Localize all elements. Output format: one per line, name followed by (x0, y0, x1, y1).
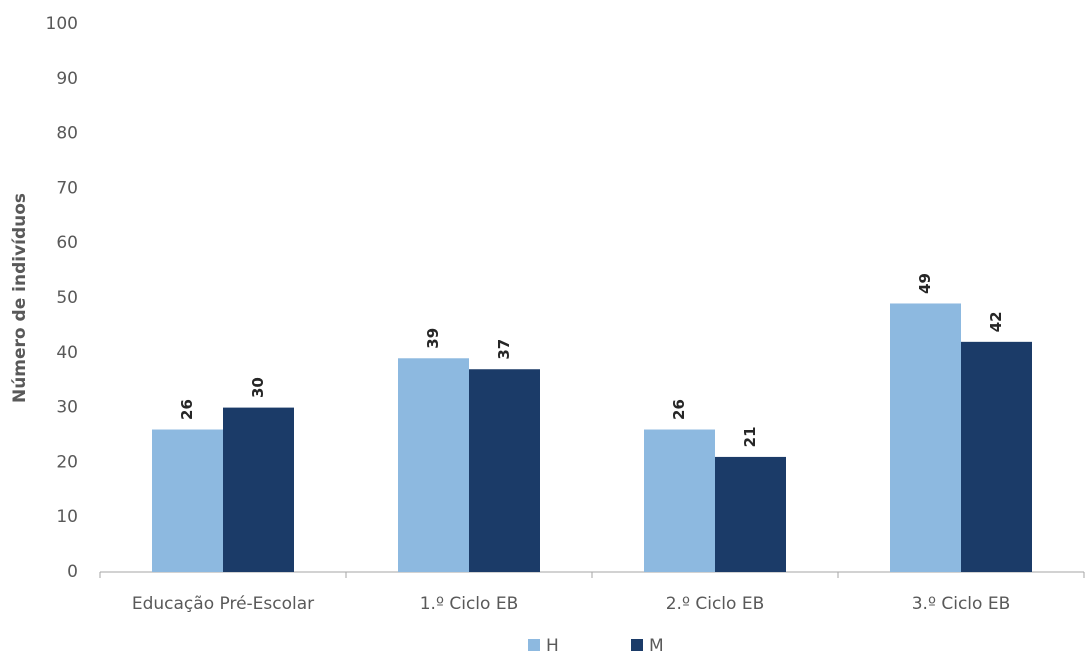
value-label: 26 (670, 399, 688, 420)
y-tick-label: 70 (56, 178, 78, 198)
y-tick-label: 90 (56, 69, 78, 89)
x-tick-label: 3.º Ciclo EB (912, 594, 1011, 614)
value-label: 49 (916, 273, 934, 294)
y-tick-label: 30 (56, 398, 78, 418)
legend-swatch (631, 639, 643, 651)
bar (890, 303, 961, 572)
bar (961, 341, 1032, 572)
x-tick-label: 2.º Ciclo EB (666, 594, 765, 614)
value-label: 37 (495, 339, 513, 360)
y-tick-label: 10 (56, 507, 78, 527)
value-label: 39 (424, 328, 442, 349)
value-label: 42 (987, 311, 1005, 332)
y-tick-label: 80 (56, 124, 78, 144)
y-tick-label: 0 (67, 562, 78, 582)
legend-swatch (528, 639, 540, 651)
y-tick-label: 60 (56, 233, 78, 253)
y-tick-label: 40 (56, 343, 78, 363)
x-tick-label: 1.º Ciclo EB (420, 594, 519, 614)
value-label: 26 (178, 399, 196, 420)
bar (469, 369, 540, 572)
y-tick-label: 50 (56, 288, 78, 308)
y-tick-label: 20 (56, 452, 78, 472)
bar (644, 429, 715, 572)
bar (152, 429, 223, 572)
value-label: 30 (249, 377, 267, 398)
y-tick-label: 100 (46, 14, 78, 34)
bar (715, 456, 786, 572)
legend-label: H (546, 636, 559, 655)
value-label: 21 (741, 426, 759, 447)
bar (398, 358, 469, 572)
y-axis-label: Número de indivíduos (10, 193, 30, 403)
x-tick-label: Educação Pré-Escolar (132, 594, 314, 614)
legend-label: M (649, 636, 664, 655)
bar (223, 407, 294, 572)
